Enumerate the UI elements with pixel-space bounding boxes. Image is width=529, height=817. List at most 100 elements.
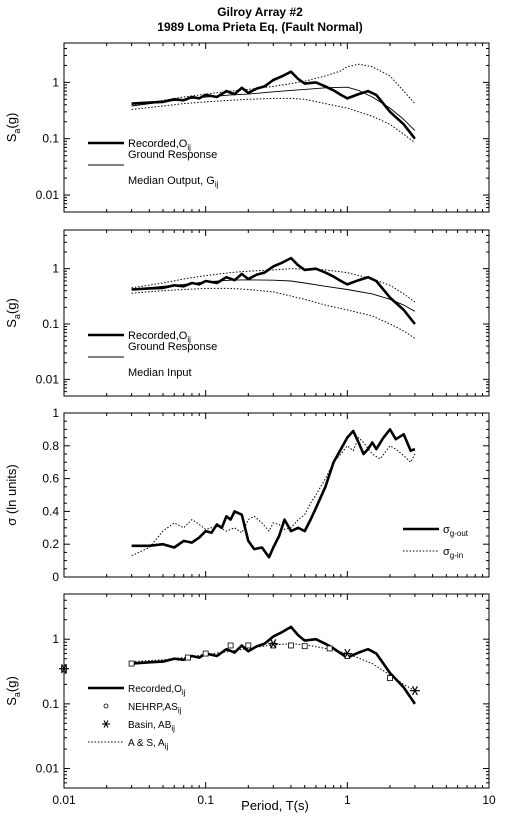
series-group [131, 428, 416, 559]
nehrp-square-marker [301, 643, 308, 650]
legend-label-line2: Median Output, Gij [128, 175, 219, 189]
legend-label-line2-text: Median Input [128, 367, 192, 379]
x-tick-label: 0.01 [52, 793, 76, 807]
y-tick-label: 0.8 [42, 439, 59, 453]
figure-title-line1: Gilroy Array #2 [217, 5, 303, 19]
y-tick-label: 0.6 [42, 472, 59, 486]
y-tick-label: 0.1 [42, 697, 59, 711]
legend-label-text: Recorded,O [128, 684, 182, 695]
legend-swatch [103, 703, 109, 709]
series-group [131, 625, 416, 705]
legend-label: Recorded,Oij [128, 684, 186, 697]
series-line-thick-0 [131, 428, 416, 559]
y-axis-label-tail: (g) [4, 676, 19, 692]
nehrp-square-marker [387, 675, 393, 682]
y-tick-label: 0.1 [42, 132, 59, 146]
x-tick-label: 1 [344, 793, 351, 807]
legend-label: A & S, Aij [128, 738, 168, 751]
legend-label-sub: ij [187, 143, 191, 152]
x-tick-label: 10 [482, 793, 496, 807]
legend-label-sub: ij [215, 180, 219, 189]
y-axis-label-main: S [4, 319, 19, 328]
nehrp-square-marker [202, 650, 209, 657]
legend-label: NEHRP,ASij [128, 702, 182, 715]
series-line-thick-0 [131, 70, 416, 140]
y-axis-label: Sa(g) [4, 298, 22, 328]
y-tick-label: 0.01 [36, 372, 60, 386]
series-line-dotted-1 [131, 643, 416, 692]
series-group [131, 256, 416, 339]
y-axis-label: σ (ln units) [4, 464, 19, 525]
legend-label: Ground Response [128, 149, 217, 161]
legend-label-text: Ground Response [128, 149, 217, 161]
legend-label-sub: g-in [450, 551, 463, 560]
legend-label-text: A & S, A [128, 738, 165, 749]
y-tick-label: 1 [52, 75, 59, 89]
series-line-dotted-2 [131, 268, 416, 303]
x-axis-label: Period, T(s) [241, 798, 309, 813]
legend-label: Ground Response [128, 341, 217, 353]
y-tick-label: 0.01 [36, 188, 60, 202]
legend-label-sub: ij [171, 724, 175, 733]
y-axis-label-main: S [4, 697, 19, 706]
plot-frame [63, 593, 490, 789]
legend-label-sub: ij [182, 688, 186, 697]
legend-label-sub: g-out [450, 529, 469, 538]
y-axis-label-tail: (g) [4, 298, 19, 314]
y-tick-label: 0 [52, 570, 59, 584]
basin-star-marker [268, 639, 279, 649]
y-tick-label: 1 [52, 262, 59, 276]
legend-label-sub: ij [165, 742, 169, 751]
series-line-dotted-3 [131, 287, 416, 339]
legend-label-text: NEHRP,AS [128, 702, 178, 713]
legend-label-line2-text: Median Output, G [128, 175, 215, 187]
legend-label-text: Recorded,O [128, 138, 188, 150]
y-axis-label: Sa(g) [4, 113, 22, 143]
legend-label-text: σ [443, 524, 450, 536]
nehrp-square-marker [128, 660, 135, 667]
legend-label-sub: ij [178, 706, 182, 715]
y-axis-label-sub: a [12, 692, 22, 697]
legend-label-text: Ground Response [128, 341, 217, 353]
series-line-dotted-2 [131, 63, 416, 106]
y-axis-label-main: S [4, 133, 19, 142]
nehrp-square-marker [326, 645, 333, 652]
y-tick-label: 0.4 [42, 504, 59, 518]
nehrp-square-marker [185, 654, 191, 661]
y-axis-label-tail: (g) [4, 113, 19, 129]
legend-label-line2: Median Input [128, 367, 192, 379]
series-line-dotted-1 [131, 437, 416, 557]
plot-frame [63, 42, 490, 213]
y-tick-label: 0.01 [36, 762, 60, 776]
series-line-thin-1 [131, 279, 416, 312]
plot-frame [63, 229, 490, 397]
basin-star-marker [59, 664, 69, 674]
y-tick-label: 1 [52, 406, 59, 420]
legend-label: Recorded,Oij [128, 330, 191, 344]
series-line-thin-1 [131, 86, 416, 131]
y-axis-label-sub: a [12, 314, 22, 319]
figure-title-line2: 1989 Loma Prieta Eq. (Fault Normal) [157, 20, 362, 34]
y-axis-label-sub: a [12, 129, 22, 134]
nehrp-square-marker [288, 642, 294, 649]
y-tick-label: 0.1 [42, 317, 59, 331]
legend-label: Basin, ABij [128, 720, 175, 733]
series-line-dotted-3 [131, 97, 416, 144]
legend-label: σg-in [443, 546, 463, 560]
legend-swatch [102, 720, 110, 728]
basin-star-marker [409, 686, 420, 696]
legend-label: σg-out [443, 524, 469, 538]
series-line-thick-0 [131, 256, 416, 325]
series-group [131, 63, 416, 144]
basin-star-marker [342, 648, 353, 659]
plot-frame [63, 412, 490, 578]
legend-label-text: σ [443, 546, 450, 558]
nehrp-square-marker [245, 642, 252, 649]
y-axis-label-main: σ (ln units) [4, 464, 19, 525]
